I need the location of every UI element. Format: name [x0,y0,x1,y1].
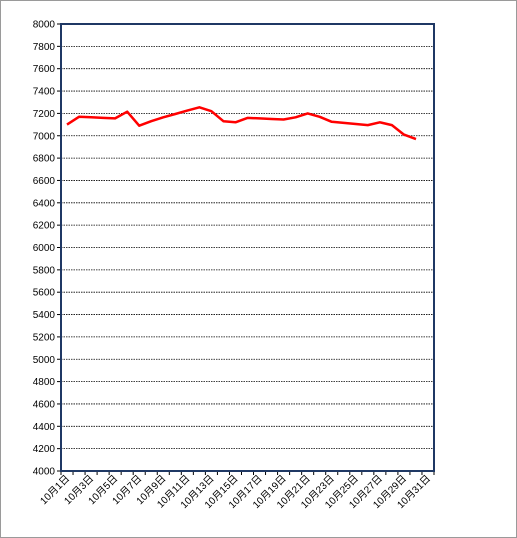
plot-border [60,23,435,472]
y-tick-label: 4400 [33,422,56,433]
y-tick-label: 5800 [33,265,56,276]
y-tick-label: 5200 [33,332,56,343]
y-tick-label: 4000 [33,467,56,478]
y-tick-label: 6800 [33,154,56,165]
y-tick-label: 4600 [33,399,56,410]
y-tick-label: 7800 [33,42,56,53]
x-axis-ticks: 10月1日10月3日10月5日10月7日10月9日10月11日10月13日10月… [38,471,435,511]
y-tick-label: 7600 [33,64,56,75]
y-tick-label: 4200 [33,444,56,455]
y-tick-label: 6000 [33,243,56,254]
y-tick-label: 7000 [33,131,56,142]
y-tick-label: 4800 [33,377,56,388]
y-tick-label: 6200 [33,221,56,232]
y-tick-label: 5600 [33,288,56,299]
y-tick-label: 7400 [33,87,56,98]
y-tick-label: 8000 [33,20,56,31]
y-tick-label: 7200 [33,109,56,120]
y-axis-ticks: 4000 4200 4400 4600 4800 5000 5200 5400 5600 5800… [33,20,61,478]
y-tick-label: 6400 [33,198,56,209]
y-tick-label: 5000 [33,355,56,366]
y-tick-label: 6600 [33,176,56,187]
y-tick-label: 5400 [33,310,56,321]
gridlines [61,45,434,450]
series-line [66,106,417,141]
